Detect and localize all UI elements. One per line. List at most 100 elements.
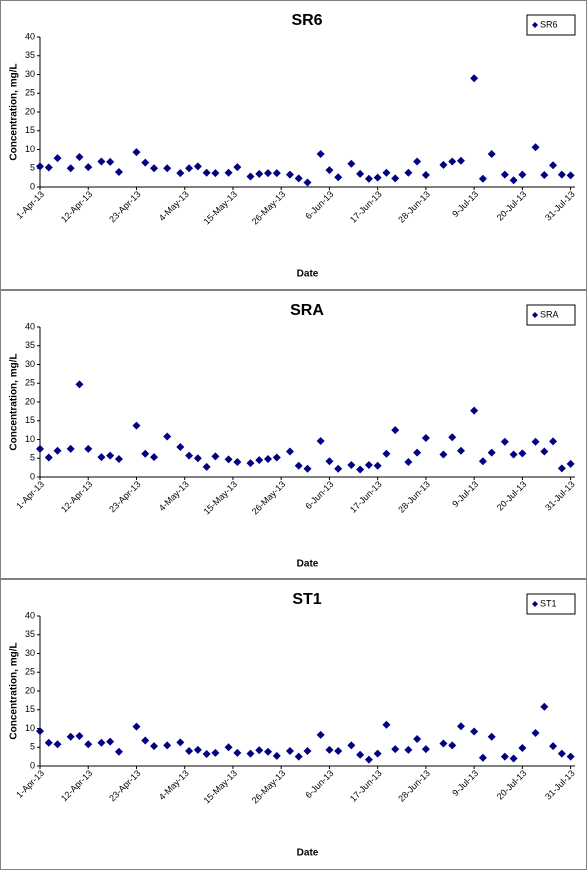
data-point [439, 450, 448, 459]
y-tick-label: 30 [25, 69, 35, 79]
legend-marker [532, 312, 538, 318]
data-point [97, 738, 106, 747]
data-point [44, 738, 53, 747]
legend-label: SR6 [540, 19, 558, 29]
data-point [448, 157, 457, 166]
data-point [193, 745, 202, 754]
data-point [566, 171, 575, 180]
data-point [163, 432, 172, 441]
data-point [285, 747, 294, 755]
legend: SR6 [526, 14, 576, 36]
data-point [303, 464, 312, 473]
data-point [285, 447, 294, 456]
data-point [185, 747, 194, 755]
data-point [97, 157, 106, 166]
y-tick-label: 30 [25, 648, 35, 658]
data-point [404, 168, 413, 177]
data-point [557, 749, 566, 758]
data-point [413, 735, 422, 743]
y-tick-label: 5 [30, 163, 35, 173]
y-tick-label: 35 [25, 629, 35, 639]
data-point [246, 459, 255, 468]
y-tick-label: 25 [25, 378, 35, 388]
data-point [487, 448, 496, 457]
data-point [114, 747, 123, 756]
data-point [176, 169, 185, 178]
data-point [470, 727, 479, 736]
y-tick-label: 0 [30, 181, 35, 191]
data-point [540, 702, 549, 711]
data-point [509, 754, 518, 763]
legend-box [526, 304, 576, 326]
data-point [176, 443, 185, 451]
data-point [364, 461, 373, 469]
data-point [44, 453, 53, 462]
data-point [285, 170, 294, 179]
data-point [356, 750, 365, 759]
data-point [364, 755, 373, 764]
data-point [478, 174, 487, 183]
data-point [509, 176, 518, 185]
legend-box [526, 593, 576, 615]
data-point [36, 727, 44, 736]
data-point [150, 742, 159, 751]
data-point [66, 444, 75, 453]
y-tick-label: 20 [25, 685, 35, 695]
data-point [141, 736, 150, 745]
data-point [233, 748, 242, 757]
data-point [224, 455, 233, 464]
data-point [518, 744, 527, 752]
data-point [500, 170, 509, 179]
y-tick-label: 5 [30, 742, 35, 752]
data-point [373, 173, 382, 182]
legend-label: ST1 [540, 598, 557, 608]
data-point [303, 178, 312, 187]
x-axis-label: Date [297, 269, 319, 280]
data-point [106, 737, 115, 746]
y-axis-label: Concentration, mg/L [9, 63, 20, 160]
legend-marker [532, 22, 538, 28]
data-point [211, 452, 220, 461]
data-point [53, 446, 62, 455]
data-point [549, 161, 558, 170]
data-point [66, 732, 75, 741]
data-point [114, 168, 123, 176]
data-point [356, 169, 365, 178]
data-point [316, 437, 325, 445]
data-point [36, 444, 44, 453]
data-point [66, 164, 75, 173]
x-axis-label: Date [297, 559, 319, 570]
data-point [549, 437, 558, 446]
data-point [373, 749, 382, 758]
data-point [531, 729, 540, 737]
y-tick-label: 30 [25, 359, 35, 369]
legend: SRA [526, 304, 576, 326]
y-tick-label: 0 [30, 471, 35, 481]
panel-border [0, 290, 587, 579]
panel-border [0, 579, 587, 870]
data-point [193, 162, 202, 171]
data-point [202, 168, 211, 177]
data-point [347, 461, 356, 469]
legend-marker [532, 601, 538, 607]
data-point [478, 753, 487, 762]
y-tick-label: 25 [25, 88, 35, 98]
data-point [163, 164, 172, 173]
data-point [518, 449, 527, 458]
data-point [84, 444, 93, 453]
data-point [75, 380, 84, 389]
y-tick-label: 40 [25, 321, 35, 331]
data-point [264, 747, 273, 756]
data-point [382, 168, 391, 177]
data-point [334, 747, 343, 755]
data-point [518, 170, 527, 179]
data-point [233, 458, 242, 466]
data-point [456, 156, 465, 165]
data-point [509, 450, 518, 459]
data-point [202, 462, 211, 471]
y-axis-label: Concentration, mg/L [9, 642, 20, 739]
y-tick-label: 10 [25, 723, 35, 733]
y-tick-label: 25 [25, 667, 35, 677]
data-point [439, 739, 448, 748]
data-point [316, 730, 325, 739]
